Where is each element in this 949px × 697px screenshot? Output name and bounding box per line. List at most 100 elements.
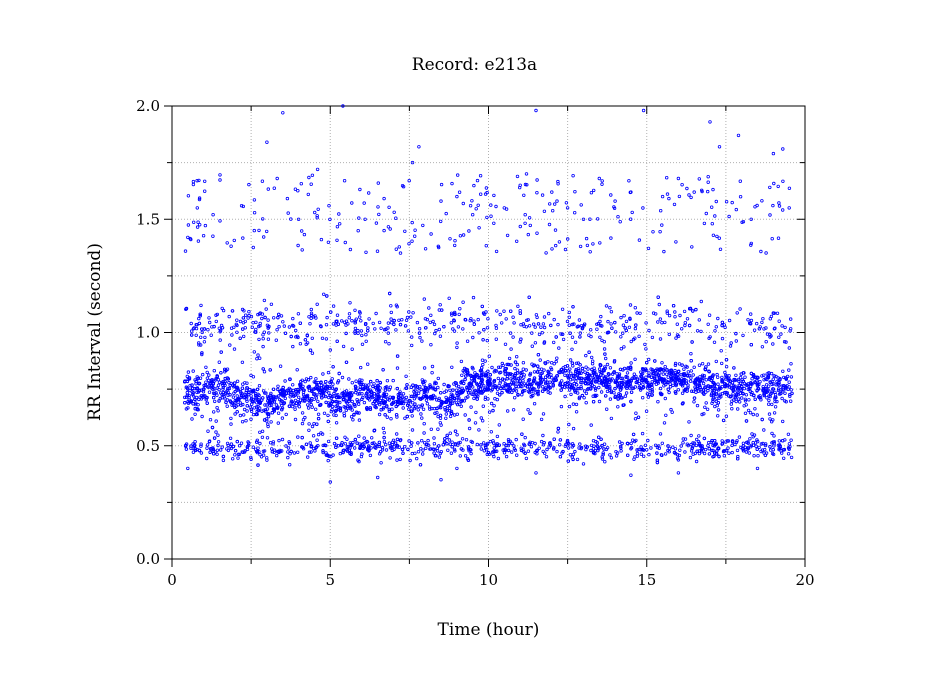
data-point [491, 385, 495, 389]
data-point [541, 385, 545, 389]
data-point [196, 376, 200, 380]
data-point [605, 331, 610, 335]
data-point [565, 206, 570, 210]
data-point [407, 407, 411, 411]
data-point [557, 346, 561, 350]
data-point [315, 438, 319, 442]
data-point [691, 309, 695, 313]
data-point [564, 442, 568, 447]
data-point [383, 401, 387, 405]
data-point [393, 441, 398, 445]
data-point [510, 373, 514, 377]
data-point [287, 325, 292, 329]
data-point [294, 335, 298, 339]
data-point [710, 388, 715, 393]
data-point [606, 372, 611, 376]
data-point [328, 217, 332, 222]
data-point [773, 405, 778, 409]
data-point [186, 406, 190, 410]
data-point [541, 449, 545, 454]
data-point [190, 383, 194, 387]
data-point [298, 321, 302, 325]
data-point [481, 419, 485, 423]
data-point [235, 385, 239, 389]
data-point [732, 377, 736, 382]
data-point [207, 390, 212, 394]
data-point [653, 359, 657, 363]
data-point [279, 314, 284, 318]
data-point [563, 382, 567, 386]
data-point [437, 327, 441, 332]
data-point [431, 386, 435, 391]
data-point [469, 439, 473, 444]
data-point [613, 199, 617, 203]
data-point [571, 377, 575, 381]
data-point [664, 413, 668, 417]
data-point [498, 365, 503, 369]
data-point [194, 395, 199, 400]
data-point [608, 366, 613, 370]
data-point [331, 365, 335, 369]
data-point [429, 396, 434, 400]
data-point [660, 453, 664, 457]
data-point [585, 387, 590, 392]
data-point [551, 383, 555, 387]
data-point [218, 173, 222, 177]
data-point [230, 403, 234, 407]
data-point [284, 391, 289, 395]
data-point [707, 452, 712, 456]
data-point [400, 400, 404, 405]
data-point [701, 381, 706, 386]
x-tick-label: 10 [479, 571, 498, 589]
data-point [409, 385, 413, 389]
data-point [584, 236, 589, 241]
data-point [422, 431, 426, 435]
data-point [542, 325, 547, 330]
data-point [724, 390, 728, 395]
data-point [613, 395, 617, 399]
data-point [211, 395, 216, 400]
data-point [638, 311, 642, 315]
data-point [720, 336, 725, 341]
data-point [491, 452, 495, 456]
data-point [486, 397, 490, 401]
data-point [506, 438, 511, 442]
data-point [448, 401, 453, 405]
data-point [409, 444, 413, 448]
data-point [437, 455, 442, 459]
data-point [232, 381, 237, 385]
data-point [557, 240, 562, 244]
data-point [552, 378, 556, 382]
data-point [226, 448, 231, 453]
data-point [237, 397, 241, 401]
data-point [577, 318, 582, 322]
data-point [263, 391, 267, 395]
data-point [561, 449, 565, 454]
data-point [748, 411, 753, 415]
data-point [294, 401, 299, 405]
data-point [691, 441, 695, 445]
data-point [335, 395, 339, 400]
data-point [415, 456, 419, 461]
data-point [660, 223, 664, 227]
data-point [657, 444, 661, 448]
data-point [401, 184, 406, 189]
data-point [768, 185, 772, 190]
data-point [716, 414, 720, 418]
data-point [395, 444, 399, 448]
data-point [777, 439, 781, 443]
data-point [365, 406, 369, 410]
data-point [197, 381, 201, 385]
data-point [208, 418, 213, 422]
data-point [298, 382, 302, 387]
data-point [591, 439, 596, 443]
data-point [453, 238, 457, 243]
data-point [576, 370, 580, 375]
data-point [293, 187, 298, 191]
data-point [691, 373, 695, 377]
data-point [555, 449, 559, 454]
data-point [570, 442, 575, 446]
data-point [707, 313, 712, 317]
data-point [575, 457, 580, 462]
data-point [639, 452, 643, 456]
